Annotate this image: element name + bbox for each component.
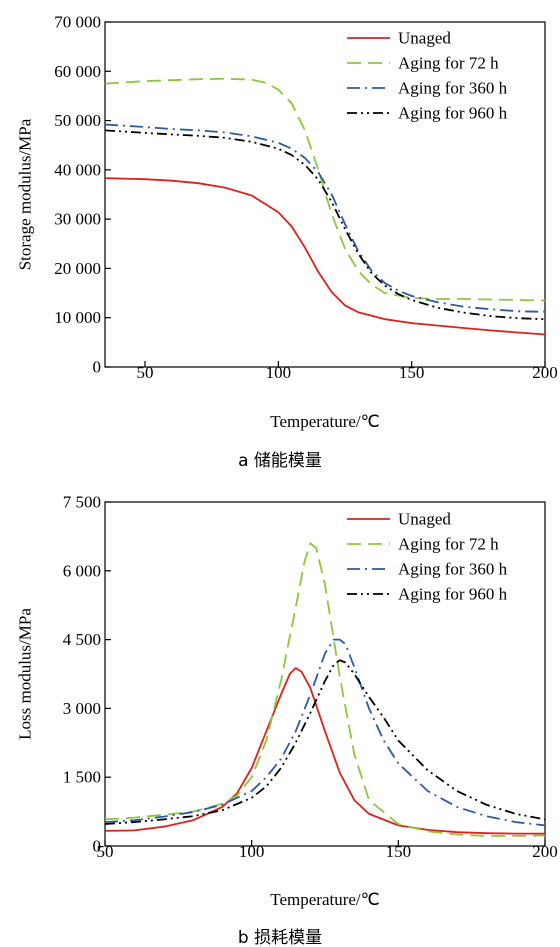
y-tick-label: 50 000	[54, 111, 101, 130]
x-tick-label: 100	[266, 363, 292, 382]
figure-caption: a 储能模量	[238, 451, 322, 471]
series-line-3	[104, 659, 546, 825]
y-tick-label: 40 000	[54, 160, 101, 179]
y-tick-label: 6 000	[63, 561, 101, 580]
x-tick-label: 200	[532, 842, 558, 861]
plot-frame	[104, 21, 546, 368]
legend-label: Unaged	[398, 29, 451, 48]
y-tick-label: 0	[93, 358, 102, 377]
series-line-2	[104, 638, 546, 827]
series-line-3	[104, 129, 546, 321]
series-line-1	[104, 77, 546, 302]
y-axis-label: Loss modulus/MPa	[16, 608, 35, 740]
series-line-2	[104, 123, 546, 313]
legend-label: Aging for 960 h	[398, 104, 508, 123]
legend-label: Aging for 960 h	[398, 585, 508, 604]
legend-label: Aging for 360 h	[398, 560, 508, 579]
x-axis-label: Temperature/℃	[270, 890, 379, 909]
y-axis-label: Storage modulus/MPa	[16, 118, 35, 270]
y-tick-label: 20 000	[54, 259, 101, 278]
y-tick-label: 1 500	[63, 768, 101, 787]
y-tick-label: 30 000	[54, 210, 101, 229]
y-tick-label: 60 000	[54, 62, 101, 81]
y-tick-label: 4 500	[63, 630, 101, 649]
y-tick-label: 7 500	[63, 493, 101, 512]
y-tick-label: 0	[93, 837, 102, 856]
series-line-0	[104, 667, 545, 835]
storage-modulus-chart: 50 100 150 200 0 10 000 20 000 30 000 40 000 50 0…	[16, 13, 558, 472]
loss-modulus-chart: 50 100 150 200 0 1 500 3 000 4 500 6 000 7 500 Tem…	[16, 493, 558, 947]
legend-label: Aging for 360 h	[398, 79, 508, 98]
figure-caption: b 损耗模量	[238, 928, 322, 947]
y-tick-label: 70 000	[54, 13, 101, 32]
x-tick-label: 50	[137, 363, 154, 382]
plot-frame	[104, 501, 546, 847]
x-axis-label: Temperature/℃	[270, 412, 379, 431]
x-tick-label: 200	[532, 363, 558, 382]
y-tick-label: 10 000	[54, 308, 101, 327]
legend-label: Unaged	[398, 510, 451, 529]
x-tick-label: 100	[239, 842, 265, 861]
legend-label: Aging for 72 h	[398, 54, 499, 73]
y-tick-label: 3 000	[63, 699, 101, 718]
x-tick-label: 150	[399, 363, 425, 382]
legend-label: Aging for 72 h	[398, 535, 499, 554]
x-tick-label: 50	[97, 842, 114, 861]
x-tick-label: 150	[386, 842, 412, 861]
series-line-0	[104, 177, 546, 336]
